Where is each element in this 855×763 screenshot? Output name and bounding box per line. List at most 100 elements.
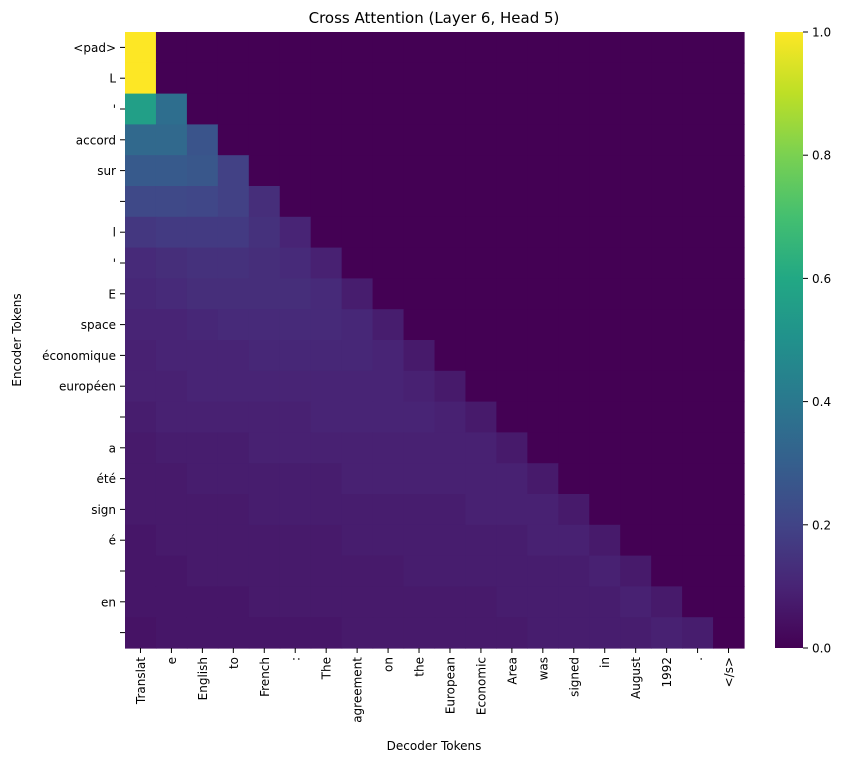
heatmap-cell bbox=[155, 524, 188, 557]
heatmap-cell bbox=[279, 155, 312, 187]
heatmap-cell bbox=[465, 278, 497, 310]
heatmap-cell bbox=[125, 370, 157, 403]
heatmap-cell bbox=[310, 340, 343, 372]
heatmap-cell bbox=[372, 524, 405, 557]
heatmap-cell bbox=[465, 186, 497, 218]
heatmap-cell bbox=[155, 155, 188, 187]
heatmap-cell bbox=[589, 216, 621, 249]
heatmap-cell bbox=[372, 617, 405, 649]
heatmap-cell bbox=[279, 124, 312, 156]
heatmap-cell bbox=[279, 32, 312, 64]
heatmap-cell bbox=[713, 340, 745, 372]
heatmap-cell bbox=[310, 186, 343, 218]
heatmap-cell bbox=[713, 463, 745, 495]
y-tick-label: sur bbox=[97, 164, 116, 178]
colorbar bbox=[775, 32, 803, 648]
heatmap-cell bbox=[682, 524, 714, 557]
heatmap-cell bbox=[217, 617, 250, 649]
heatmap-cell bbox=[248, 555, 281, 587]
heatmap-cell bbox=[341, 62, 374, 95]
heatmap-cell bbox=[186, 401, 219, 433]
y-tick-label: <pad> bbox=[73, 41, 116, 55]
heatmap-cell bbox=[341, 370, 374, 403]
heatmap-cell bbox=[434, 463, 467, 495]
heatmap-cell bbox=[713, 432, 745, 464]
y-tick-label: E bbox=[108, 287, 116, 301]
heatmap-cell bbox=[341, 309, 374, 341]
heatmap-cell bbox=[372, 370, 405, 403]
heatmap-cell bbox=[589, 93, 621, 125]
heatmap-cell bbox=[651, 216, 683, 249]
heatmap-cell bbox=[651, 32, 683, 64]
heatmap-cell bbox=[651, 524, 683, 557]
heatmap-cell bbox=[341, 340, 374, 372]
heatmap-cell bbox=[465, 155, 497, 187]
heatmap-cell bbox=[651, 186, 683, 218]
heatmap-cell bbox=[589, 586, 621, 618]
heatmap-cell bbox=[217, 32, 250, 64]
heatmap-cell bbox=[434, 524, 467, 557]
heatmap-cell bbox=[527, 278, 559, 310]
heatmap-cell bbox=[341, 247, 374, 279]
heatmap-cell bbox=[496, 278, 528, 310]
heatmap-cell bbox=[248, 247, 281, 279]
heatmap-cell bbox=[465, 340, 497, 372]
heatmap-cell bbox=[558, 216, 590, 249]
heatmap-cell bbox=[620, 32, 652, 64]
heatmap-cell bbox=[589, 247, 621, 279]
heatmap-cell bbox=[527, 432, 559, 464]
heatmap-cell bbox=[527, 247, 559, 279]
heatmap-cell bbox=[310, 32, 343, 64]
heatmap-cell bbox=[310, 494, 343, 526]
heatmap-cell bbox=[589, 62, 621, 95]
heatmap-cell bbox=[713, 124, 745, 156]
heatmap-cell bbox=[279, 309, 312, 341]
heatmap-cell bbox=[682, 216, 714, 249]
heatmap-cell bbox=[558, 524, 590, 557]
heatmap-cell bbox=[403, 93, 436, 125]
heatmap-cell bbox=[434, 155, 467, 187]
heatmap-cell bbox=[341, 124, 374, 156]
heatmap-cell bbox=[341, 93, 374, 125]
heatmap-cell bbox=[279, 401, 312, 433]
heatmap-cell bbox=[465, 494, 497, 526]
heatmap-cell bbox=[279, 62, 312, 95]
heatmap-cell bbox=[558, 555, 590, 587]
heatmap-cell bbox=[589, 555, 621, 587]
heatmap-cell bbox=[713, 309, 745, 341]
heatmap-cell bbox=[713, 155, 745, 187]
heatmap-cell bbox=[558, 494, 590, 526]
heatmap-cell bbox=[217, 186, 250, 218]
heatmap-cell bbox=[682, 340, 714, 372]
heatmap-cell bbox=[434, 340, 467, 372]
heatmap-cell bbox=[279, 586, 312, 618]
heatmap-cell bbox=[496, 617, 528, 649]
heatmap-cell bbox=[248, 340, 281, 372]
heatmap-cell bbox=[186, 309, 219, 341]
heatmap-cell bbox=[713, 524, 745, 557]
heatmap-cell bbox=[248, 432, 281, 464]
heatmap-cell bbox=[434, 586, 467, 618]
heatmap-cell bbox=[372, 247, 405, 279]
heatmap-cell bbox=[465, 124, 497, 156]
heatmap-cell bbox=[310, 555, 343, 587]
heatmap-cell bbox=[589, 494, 621, 526]
heatmap-cell bbox=[341, 401, 374, 433]
heatmap-cell bbox=[372, 216, 405, 249]
heatmap-cell bbox=[682, 124, 714, 156]
heatmap-cell bbox=[620, 463, 652, 495]
heatmap-cell bbox=[651, 494, 683, 526]
heatmap-cell bbox=[434, 370, 467, 403]
heatmap-cell bbox=[341, 155, 374, 187]
y-axis-label: Encoder Tokens bbox=[10, 293, 24, 386]
heatmap-cell bbox=[651, 432, 683, 464]
heatmap-cell bbox=[465, 524, 497, 557]
heatmap-cell bbox=[217, 463, 250, 495]
heatmap-cell bbox=[155, 617, 188, 649]
heatmap-cell bbox=[125, 617, 157, 649]
heatmap-cell bbox=[155, 216, 188, 249]
colorbar-tick-label: 0.8 bbox=[812, 149, 831, 163]
heatmap-cell bbox=[558, 93, 590, 125]
heatmap-cell bbox=[434, 32, 467, 64]
heatmap-cell bbox=[527, 370, 559, 403]
